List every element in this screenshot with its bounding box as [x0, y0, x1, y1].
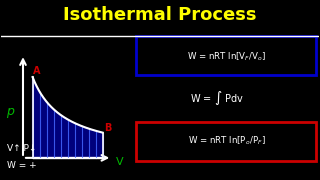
Text: V: V — [116, 157, 124, 167]
Text: B: B — [104, 123, 112, 133]
Polygon shape — [33, 77, 103, 158]
Text: A: A — [33, 66, 41, 76]
Text: W = +: W = + — [7, 161, 37, 170]
Text: V↑ P↓: V↑ P↓ — [7, 143, 36, 152]
Text: W = $\int$ Pdv: W = $\int$ Pdv — [190, 89, 244, 107]
Text: W = nRT ln[V$_F$/V$_o$]: W = nRT ln[V$_F$/V$_o$] — [187, 51, 267, 63]
Text: p: p — [6, 105, 14, 118]
Text: W = nRT ln[P$_o$/P$_F$]: W = nRT ln[P$_o$/P$_F$] — [188, 135, 266, 147]
Text: Isothermal Process: Isothermal Process — [63, 6, 257, 24]
